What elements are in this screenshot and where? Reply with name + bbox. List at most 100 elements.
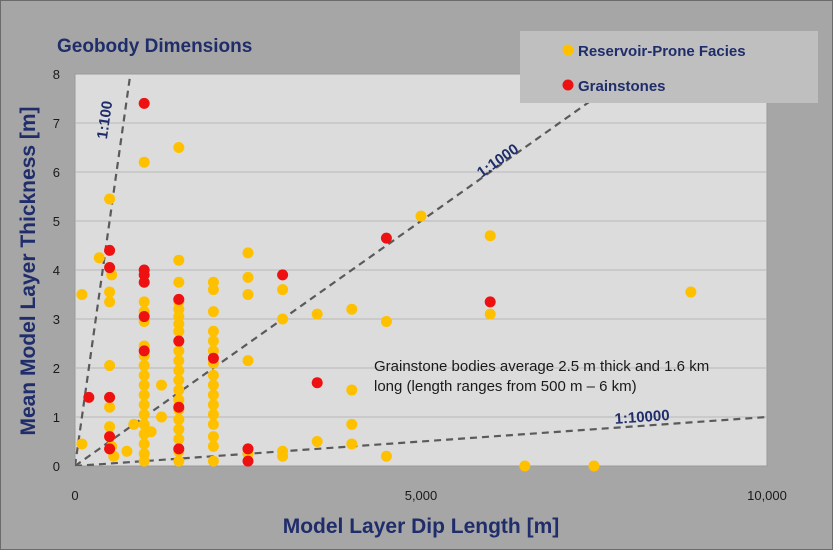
reservoir-point <box>138 409 150 421</box>
reservoir-point <box>207 418 219 430</box>
reservoir-point <box>380 450 392 462</box>
reservoir-point <box>311 308 323 320</box>
reservoir-point <box>242 289 254 300</box>
grainstone-point <box>104 431 116 443</box>
reservoir-point <box>207 335 219 347</box>
reservoir-point <box>173 433 185 445</box>
reservoir-point <box>207 325 219 337</box>
reservoir-point <box>277 313 289 325</box>
y-tick-label: 4 <box>53 263 60 278</box>
ratio-line-3 <box>75 415 767 466</box>
reservoir-point <box>156 411 167 423</box>
reservoir-point <box>346 418 358 430</box>
grainstone-point <box>277 269 289 281</box>
reservoir-point <box>173 142 185 153</box>
annotation-text: Grainstone bodies average 2.5 m thick an… <box>374 358 713 395</box>
grainstone-point <box>138 311 150 323</box>
reservoir-point <box>138 418 150 430</box>
reservoir-point <box>76 289 88 300</box>
grainstone-point <box>242 455 254 467</box>
reservoir-point <box>138 455 150 467</box>
reservoir-point <box>346 384 358 396</box>
ratio-line-1 <box>75 74 132 466</box>
reservoir-point <box>242 271 254 283</box>
chart-title: Geobody Dimensions <box>57 36 252 57</box>
data-points <box>76 97 697 472</box>
reservoir-point <box>207 379 219 391</box>
y-tick-label: 1 <box>53 410 60 425</box>
reservoir-point <box>207 455 219 467</box>
y-tick-label: 3 <box>53 312 60 327</box>
y-tick-label: 2 <box>53 361 60 376</box>
reservoir-point <box>207 284 219 296</box>
x-tick-label: 10,000 <box>747 488 787 503</box>
reservoir-point <box>173 276 185 288</box>
grainstone-point <box>83 391 95 403</box>
reservoir-point <box>173 374 185 386</box>
grainstone-point <box>242 443 254 455</box>
reservoir-point <box>484 308 496 320</box>
reservoir-point <box>277 284 289 296</box>
reservoir-point <box>104 193 116 205</box>
y-tick-label: 8 <box>53 67 60 82</box>
reservoir-point <box>138 296 150 308</box>
reservoir-point <box>173 384 185 396</box>
y-tick-label: 6 <box>53 165 60 180</box>
reservoir-point <box>685 286 697 298</box>
reservoir-point <box>173 455 185 467</box>
grainstone-point <box>104 391 116 403</box>
reservoir-point <box>346 303 358 315</box>
legend-label-grainstones: Grainstones <box>578 78 666 95</box>
x-tick-label: 0 <box>71 488 78 503</box>
reservoir-point <box>207 440 219 452</box>
legend: Reservoir-Prone Facies Grainstones <box>520 31 818 103</box>
x-axis-label: Model Layer Dip Length [m] <box>283 515 560 538</box>
y-tick-label: 7 <box>53 116 60 131</box>
reservoir-point <box>346 438 358 450</box>
reservoir-point <box>138 369 150 381</box>
reservoir-point <box>104 421 116 433</box>
reservoir-point <box>104 286 116 298</box>
reservoir-point <box>104 401 116 413</box>
grainstone-point <box>104 262 116 274</box>
reservoir-point <box>138 438 150 450</box>
reservoir-point <box>138 379 150 391</box>
reservoir-point <box>138 399 150 411</box>
reservoir-point <box>173 364 185 376</box>
reservoir-point <box>104 296 116 308</box>
grainstone-point <box>104 244 116 256</box>
reservoir-point <box>173 345 185 357</box>
reservoir-point <box>588 460 600 472</box>
reservoir-point <box>76 438 88 450</box>
reservoir-point <box>207 409 219 421</box>
reservoir-point <box>173 413 185 425</box>
grainstone-point <box>207 352 219 364</box>
ratio-label-1: 1:100 <box>94 100 116 140</box>
reservoir-point <box>156 379 167 391</box>
y-tick-label: 0 <box>53 459 60 474</box>
ratio-label-3: 1:10000 <box>614 407 670 428</box>
y-tick-label: 5 <box>53 214 60 229</box>
reservoir-point <box>380 315 392 327</box>
reservoir-point <box>173 423 185 435</box>
reservoir-point <box>138 156 150 168</box>
ratio-lines <box>75 74 767 466</box>
reservoir-point <box>104 360 116 372</box>
reservoir-point <box>519 460 531 472</box>
reservoir-point <box>207 399 219 411</box>
axis-ticks: 0 1 2 3 4 5 6 7 8 0 5,000 10,000 <box>53 67 787 503</box>
ratio-line-2 <box>75 74 630 466</box>
grainstone-point <box>311 377 323 389</box>
reservoir-point <box>277 450 289 462</box>
reservoir-point <box>242 247 254 259</box>
reservoir-point <box>242 355 254 367</box>
reservoir-point <box>128 418 140 430</box>
reservoir-point <box>138 360 150 372</box>
reservoir-point <box>173 355 185 367</box>
reservoir-point <box>145 426 157 438</box>
reservoir-point <box>311 436 323 447</box>
grainstone-point <box>173 293 185 305</box>
grainstone-point <box>173 335 185 347</box>
